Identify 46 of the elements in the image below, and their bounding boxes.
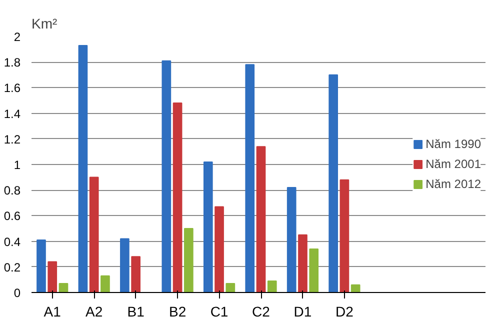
bar <box>286 187 296 292</box>
bar <box>120 238 130 292</box>
bar <box>340 179 350 292</box>
bar <box>226 283 236 292</box>
y-tick-label: 1.4 <box>4 106 21 121</box>
bar <box>89 176 99 292</box>
y-tick-label: 2 <box>14 30 21 44</box>
bar <box>184 228 194 292</box>
bar <box>245 64 255 292</box>
x-tick-label: B1 <box>127 304 145 320</box>
y-tick-label: 0.6 <box>4 209 21 224</box>
x-tick-label: D2 <box>336 304 354 320</box>
bar <box>58 283 68 292</box>
bar <box>350 284 360 292</box>
bar <box>100 275 110 292</box>
y-tick-label: 0 <box>14 286 21 300</box>
x-tick-label: B2 <box>168 304 186 320</box>
y-tick-label: 0.2 <box>4 260 21 274</box>
bar <box>131 256 140 292</box>
legend-label: Năm 2001 <box>426 157 481 171</box>
y-tick-label: 1 <box>14 158 21 172</box>
y-axis-title: Km² <box>32 16 58 32</box>
x-tick-label: A2 <box>86 304 103 320</box>
bar <box>214 206 224 292</box>
bar <box>328 74 338 292</box>
bar <box>162 60 172 292</box>
y-tick-label: 1.6 <box>4 81 21 96</box>
legend-label: Năm 2012 <box>426 177 481 191</box>
x-tick-label: D1 <box>294 304 312 320</box>
x-tick-label: C2 <box>252 304 270 320</box>
bar <box>256 146 266 292</box>
bar <box>309 248 319 292</box>
bar <box>267 280 277 292</box>
bar <box>203 161 213 292</box>
y-tick-label: 0.8 <box>4 184 21 198</box>
x-tick-label: C1 <box>210 304 228 320</box>
y-tick-label: 1.8 <box>4 56 21 70</box>
bar <box>48 261 58 292</box>
bar <box>298 234 308 292</box>
x-tick-label: A1 <box>44 304 62 320</box>
y-tick-label: 1.2 <box>4 132 21 146</box>
bar <box>78 44 88 292</box>
bar <box>172 102 182 292</box>
legend-label: Năm 1990 <box>426 137 481 151</box>
y-tick-label: 0.4 <box>4 234 21 249</box>
bar <box>36 240 46 292</box>
